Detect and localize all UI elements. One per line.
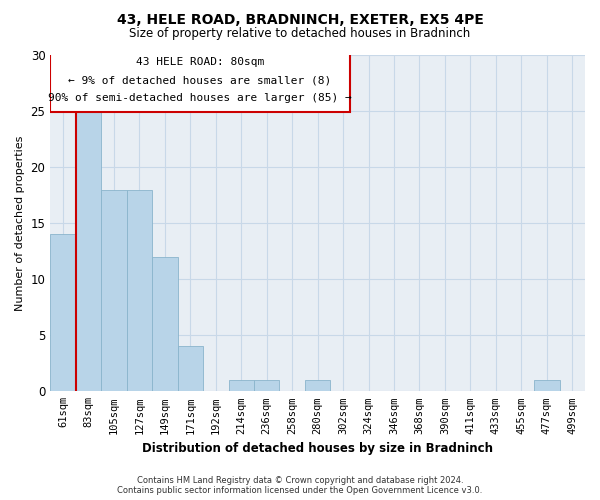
X-axis label: Distribution of detached houses by size in Bradninch: Distribution of detached houses by size …: [142, 442, 493, 455]
Bar: [76, 111, 101, 392]
Bar: [178, 346, 203, 392]
Bar: [254, 380, 280, 392]
Bar: [305, 380, 331, 392]
Text: Contains HM Land Registry data © Crown copyright and database right 2024.
Contai: Contains HM Land Registry data © Crown c…: [118, 476, 482, 495]
Text: ← 9% of detached houses are smaller (8): ← 9% of detached houses are smaller (8): [68, 75, 332, 85]
Bar: [229, 380, 254, 392]
Bar: [127, 190, 152, 392]
Text: 90% of semi-detached houses are larger (85) →: 90% of semi-detached houses are larger (…: [48, 93, 352, 103]
Bar: [101, 190, 127, 392]
Text: 43 HELE ROAD: 80sqm: 43 HELE ROAD: 80sqm: [136, 58, 264, 68]
Text: Size of property relative to detached houses in Bradninch: Size of property relative to detached ho…: [130, 28, 470, 40]
Bar: [50, 234, 76, 392]
Y-axis label: Number of detached properties: Number of detached properties: [15, 136, 25, 311]
Bar: [152, 257, 178, 392]
Text: 43, HELE ROAD, BRADNINCH, EXETER, EX5 4PE: 43, HELE ROAD, BRADNINCH, EXETER, EX5 4P…: [116, 12, 484, 26]
Bar: [534, 380, 560, 392]
FancyBboxPatch shape: [50, 54, 350, 112]
